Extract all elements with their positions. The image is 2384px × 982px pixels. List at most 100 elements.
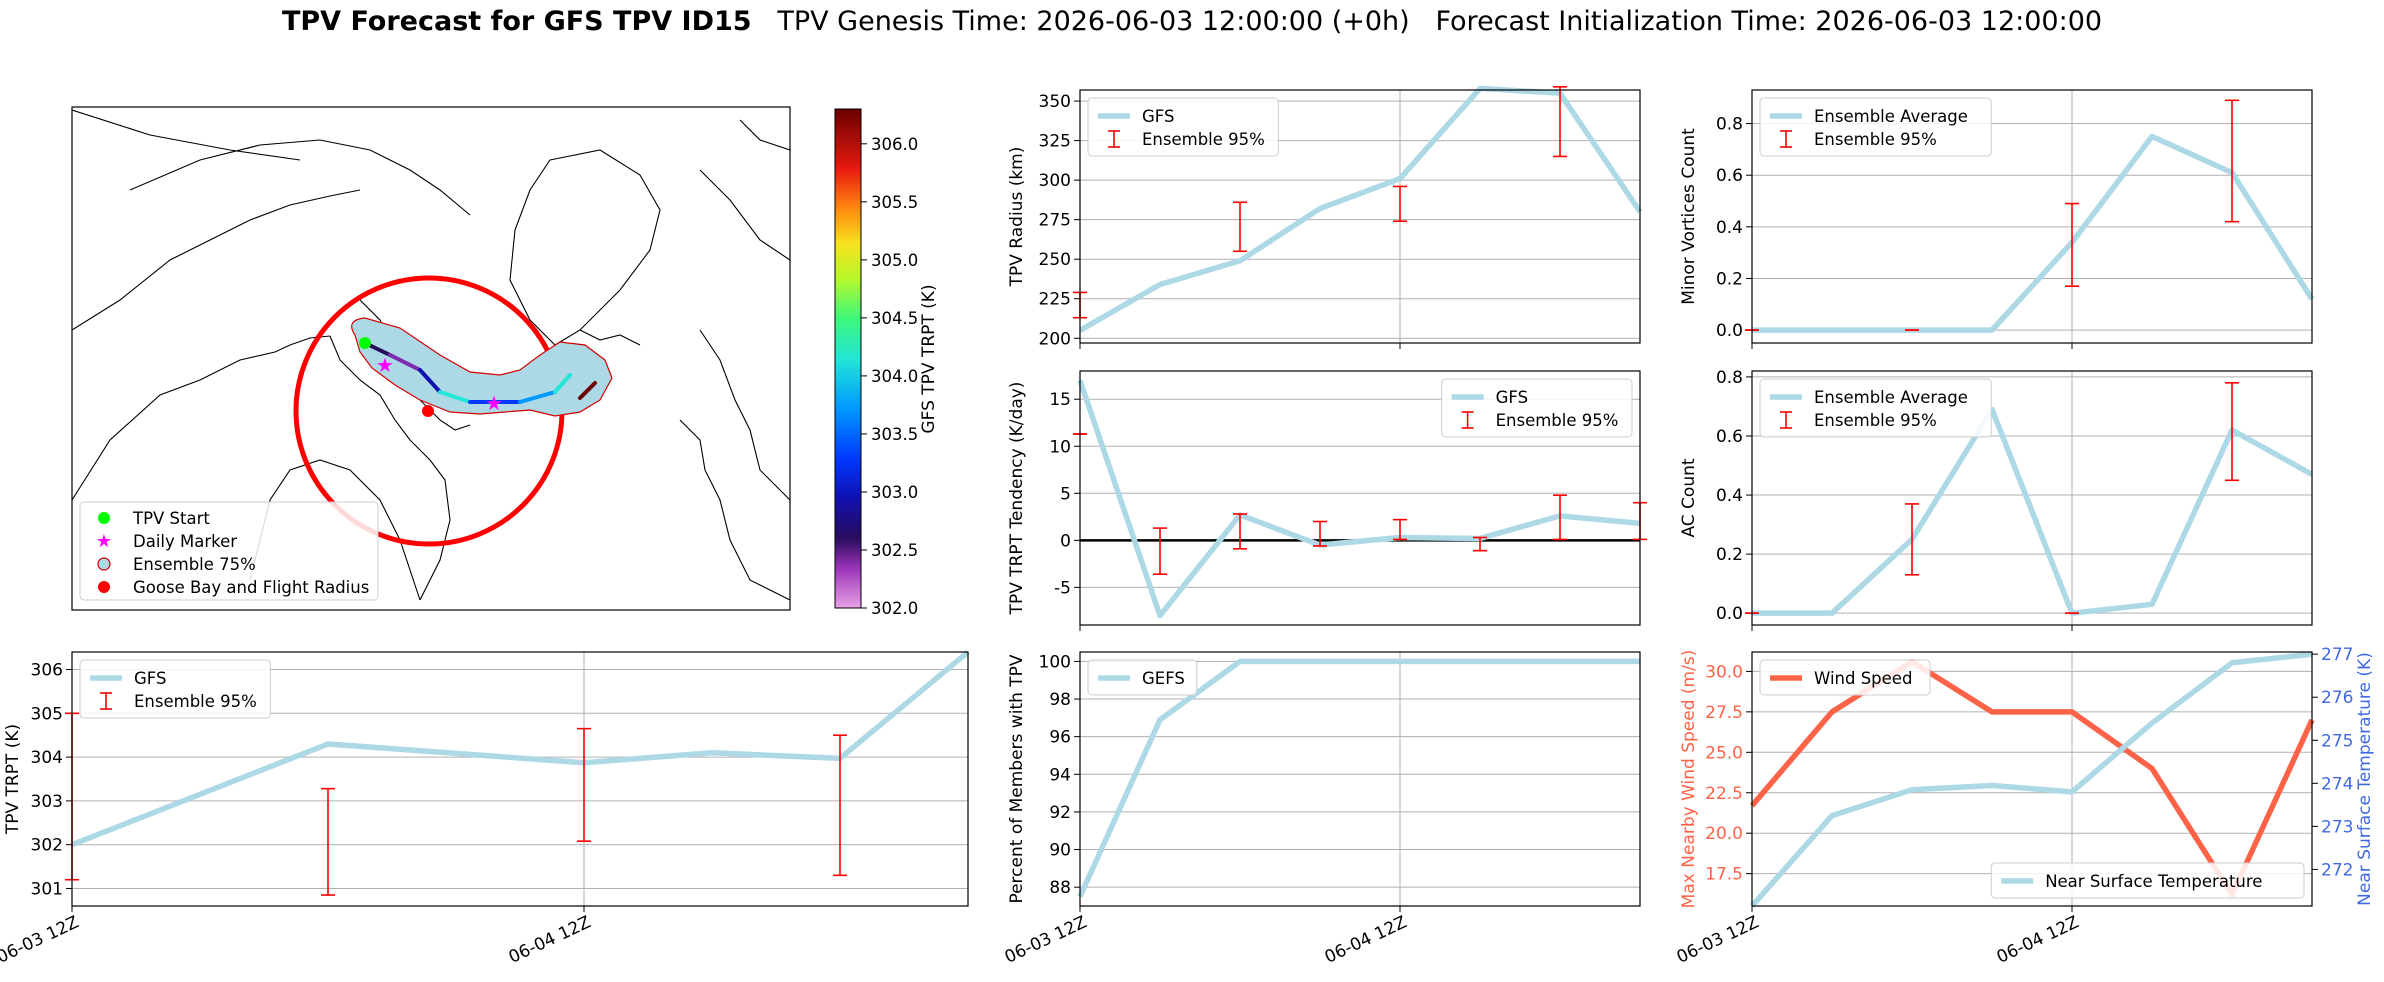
- legend-box: [1990, 862, 2305, 899]
- legend-label: GEFS: [1142, 669, 1185, 688]
- x-tick-label: 06-04 12Z: [1994, 912, 2082, 967]
- series-line: [1078, 85, 1643, 333]
- y2-tick-label: 276: [2321, 688, 2353, 708]
- y-tick-label: 350: [1039, 92, 1071, 112]
- legend: Wind Speed: [1759, 659, 1931, 696]
- legend-goose-bay-icon: [98, 581, 110, 593]
- y-tick-label: 90: [1049, 841, 1071, 861]
- y-axis-label: TPV TRPT (K): [3, 724, 23, 835]
- y-tick-label: 0.8: [1716, 115, 1743, 135]
- legend-ensemble-icon: [97, 557, 111, 571]
- legend-box: [1441, 378, 1633, 438]
- y-axis-label: AC Count: [1679, 458, 1699, 537]
- colorbar-tick-label: 303.5: [871, 425, 918, 444]
- colorbar-tick-label: 305.5: [871, 193, 918, 212]
- coastline-scandinavia: [699, 169, 790, 261]
- y-tick-label: 0.4: [1716, 486, 1743, 506]
- series-line: [70, 649, 970, 848]
- legend: GFS Ensemble 95%: [1087, 97, 1279, 157]
- y-axis-label: TPV Radius (km): [1007, 147, 1027, 288]
- coastline-iceland: [579, 329, 641, 346]
- y-tick-label: 304: [31, 748, 63, 768]
- y-axis-label: Percent of Members with TPV: [1007, 654, 1027, 903]
- plot-frame: [1079, 651, 1641, 907]
- track-segment: [578, 381, 597, 400]
- legend: GFS Ensemble 95%: [79, 659, 271, 719]
- series-line: [1077, 379, 1641, 619]
- y-tick-label: 250: [1039, 250, 1071, 270]
- legend-label: Ensemble 95%: [1142, 130, 1265, 149]
- chart-members: 88 90 92 94 96 98 100 06-03 12Z 06-04 12Z Percent…: [1002, 651, 1641, 968]
- colorbar-ticks: 302.0 302.5 303.0 303.5 304.0 304.5 305.0 305.5…: [861, 135, 918, 618]
- legend-label: Wind Speed: [1814, 669, 1912, 688]
- y2-tick-label: 275: [2321, 731, 2353, 751]
- colorbar: [834, 108, 862, 609]
- coastline-north-america: [72, 335, 331, 501]
- figure-title-init: Forecast Initialization Time: 2026-06-03…: [1435, 6, 2103, 37]
- y-tick-label: 325: [1039, 132, 1071, 152]
- y-tick-label: 0.4: [1716, 218, 1743, 238]
- legend-label: Ensemble Average: [1814, 107, 1968, 126]
- y-tick-label: -5: [1054, 578, 1071, 598]
- temperature-line: [1749, 651, 2313, 908]
- y-tick-label: 20.0: [1705, 824, 1743, 844]
- legend: GEFS: [1087, 659, 1198, 696]
- y-tick-label: 306: [31, 661, 63, 681]
- y-tick-label: 0.2: [1716, 545, 1743, 565]
- series-line: [1752, 133, 2315, 333]
- y-tick-label: 225: [1039, 290, 1071, 310]
- y-tick-label: 0.2: [1716, 269, 1743, 289]
- legend-label: GFS: [134, 669, 166, 688]
- legend-label: Ensemble 95%: [134, 692, 257, 711]
- x-tick-label: 06-03 12Z: [0, 912, 82, 967]
- y-tick-label: 30.0: [1705, 662, 1743, 682]
- track-segment: [418, 368, 442, 394]
- y-axis-label: Max Nearby Wind Speed (m/s): [1679, 650, 1699, 909]
- y-tick-label: 275: [1039, 211, 1071, 231]
- plot-frame: [1079, 89, 1641, 344]
- plot-frame: [1751, 370, 2313, 626]
- x-tick-label: 06-03 12Z: [1002, 912, 1090, 967]
- colorbar-tick-label: 303.0: [871, 483, 918, 502]
- legend-start-icon: [98, 512, 110, 524]
- legend: Near Surface Temperature: [1990, 862, 2305, 899]
- series-line: [1077, 658, 1640, 898]
- y2-axis-label: Near Surface Temperature (K): [2355, 652, 2375, 906]
- legend: Ensemble Average Ensemble 95%: [1759, 97, 1992, 157]
- coastline-labrador: [329, 335, 451, 601]
- goose-bay-marker: [422, 405, 434, 417]
- colorbar-tick-label: 304.5: [871, 309, 918, 328]
- figure-title-bold: TPV Forecast for GFS TPV ID15: [281, 6, 752, 37]
- map-legend: TPV Start ★ Daily Marker Ensemble 75% Go…: [79, 501, 379, 601]
- map-legend-label: Ensemble 75%: [133, 555, 256, 574]
- colorbar-tick-label: 304.0: [871, 367, 918, 386]
- map-panel: ★ ★ TPV Start ★ Daily Marker Ensemble 75…: [71, 106, 939, 618]
- charts: 200 225 250 275 300 325 350 TPV Radius (km) GFS E…: [0, 85, 2375, 968]
- x-tick-label: 06-04 12Z: [1322, 912, 1410, 967]
- y-tick-label: 10: [1049, 437, 1071, 457]
- figure-title: TPV Forecast for GFS TPV ID15 TPV Genesi…: [0, 6, 2384, 37]
- legend-box: [1759, 97, 1992, 157]
- chart-tendency: -5 0 5 10 15 TPV TRPT Tendency (K/day) GFS Ense…: [1007, 370, 1647, 631]
- chart-minor: 0.0 0.2 0.4 0.6 0.8 Minor Vortices Count Ensem…: [1679, 89, 2315, 349]
- y-tick-label: 22.5: [1705, 784, 1743, 804]
- y-tick-label: 94: [1049, 765, 1071, 785]
- legend-label: Ensemble 95%: [1496, 411, 1619, 430]
- chart-radius: 200 225 250 275 300 325 350 TPV Radius (km) GFS E…: [1007, 85, 1643, 349]
- x-tick-label: 06-04 12Z: [506, 912, 594, 967]
- colorbar-tick-label: 305.0: [871, 251, 918, 270]
- track-segment: [518, 390, 557, 404]
- y-tick-label: 100: [1039, 652, 1071, 672]
- colorbar-label: GFS TPV TRPT (K): [919, 284, 939, 433]
- legend: GFS Ensemble 95%: [1441, 378, 1633, 438]
- y-tick-label: 27.5: [1705, 703, 1743, 723]
- map-coastlines: [72, 109, 790, 601]
- y2-tick-label: 273: [2321, 817, 2353, 837]
- colorbar-tick-label: 302.5: [871, 541, 918, 560]
- legend-box: [1759, 659, 1931, 696]
- legend-box: [1759, 378, 1992, 438]
- y-tick-label: 0: [1060, 531, 1071, 551]
- y-tick-label: 88: [1049, 878, 1071, 898]
- y-tick-label: 15: [1049, 390, 1071, 410]
